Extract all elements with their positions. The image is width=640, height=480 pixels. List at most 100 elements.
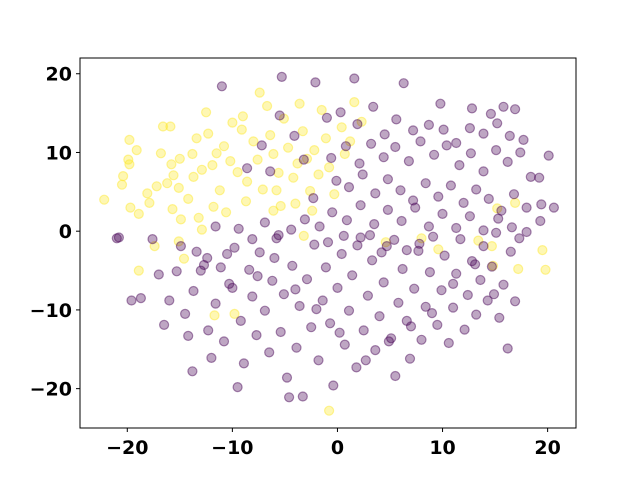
scatter-point: [369, 219, 380, 230]
scatter-point: [166, 159, 177, 170]
scatter-point: [206, 352, 217, 363]
scatter-point: [408, 125, 419, 136]
scatter-point: [297, 126, 308, 137]
scatter-point: [492, 203, 503, 214]
scatter-point: [198, 259, 210, 271]
scatter-point: [313, 169, 324, 180]
scatter-point: [336, 248, 347, 260]
scatter-point: [509, 197, 521, 208]
scatter-point: [201, 107, 212, 118]
scatter-point: [370, 188, 381, 199]
scatter-point: [349, 96, 360, 108]
scatter-point: [131, 145, 142, 156]
scatter-point: [308, 193, 319, 204]
scatter-point: [188, 171, 199, 182]
scatter-point: [229, 308, 240, 319]
scatter-point: [395, 185, 406, 196]
scatter-point: [301, 153, 313, 164]
scatter-point: [408, 195, 419, 206]
scatter-point: [438, 124, 449, 135]
scatter-point: [225, 156, 236, 167]
scatter-point: [429, 149, 440, 160]
scatter-point: [509, 296, 521, 307]
scatter-point: [238, 358, 249, 369]
scatter-point: [338, 230, 349, 241]
scatter-point: [221, 207, 232, 218]
scatter-point: [317, 295, 328, 306]
scatter-point: [435, 98, 446, 109]
x-tick-label: 20: [534, 437, 560, 459]
scatter-point: [321, 112, 332, 123]
scatter-point: [515, 147, 526, 158]
scatter-point: [391, 114, 402, 125]
scatter-point: [492, 118, 503, 129]
scatter-point: [164, 295, 175, 306]
scatter-point: [208, 201, 219, 212]
scatter-point: [464, 211, 475, 222]
scatter-point: [236, 124, 247, 135]
scatter-point: [505, 246, 516, 257]
scatter-point: [265, 166, 276, 177]
scatter-point: [351, 362, 362, 373]
scatter-point: [416, 233, 427, 244]
scatter-point: [256, 140, 267, 151]
scatter-point: [354, 158, 365, 169]
scatter-point: [455, 234, 466, 245]
scatter-point: [420, 178, 431, 189]
scatter-point: [324, 162, 335, 173]
scatter-point: [240, 196, 252, 207]
scatter-point: [254, 87, 265, 98]
scatter-point: [488, 289, 500, 300]
scatter-point: [401, 315, 412, 326]
scatter-point: [284, 392, 295, 403]
scatter-point: [311, 304, 322, 315]
scatter-point: [299, 214, 310, 225]
scatter-point: [276, 71, 287, 83]
scatter-point: [133, 208, 144, 219]
scatter-point: [437, 208, 448, 219]
scatter-point: [187, 148, 198, 160]
scatter-point: [269, 252, 280, 264]
scatter-point: [174, 153, 185, 164]
scatter-point: [297, 391, 308, 402]
scatter-point: [274, 110, 285, 121]
scatter-point: [224, 278, 235, 289]
scatter-point: [426, 308, 438, 319]
scatter-point: [265, 130, 276, 141]
scatter-point: [518, 134, 529, 145]
scatter-point: [379, 129, 390, 140]
scatter-point: [339, 339, 350, 350]
scatter-point: [401, 245, 412, 256]
scatter-point: [207, 160, 218, 171]
plot-background: [80, 58, 576, 428]
scatter-point: [493, 213, 504, 224]
scatter-point: [506, 222, 517, 233]
scatter-point: [155, 148, 166, 159]
scatter-point: [336, 122, 347, 133]
scatter-point: [360, 355, 371, 366]
scatter-point: [496, 205, 507, 216]
scatter-point: [203, 128, 214, 139]
scatter-point: [454, 160, 465, 171]
scatter-point: [471, 184, 482, 195]
scatter-point: [491, 145, 502, 156]
scatter-point: [278, 113, 289, 124]
scatter-point: [294, 98, 305, 109]
scatter-point: [291, 342, 302, 353]
scatter-point: [183, 330, 194, 341]
scatter-point: [203, 325, 214, 336]
scatter-point: [262, 100, 273, 112]
scatter-point: [322, 237, 334, 248]
scatter-point: [254, 247, 265, 258]
scatter-point: [487, 260, 499, 271]
scatter-point: [334, 327, 345, 338]
scatter-point: [420, 301, 431, 312]
scatter-point: [287, 260, 298, 271]
scatter-point: [498, 279, 509, 290]
scatter-point: [397, 263, 408, 275]
scatter-point: [491, 227, 502, 238]
scatter-point: [413, 245, 424, 256]
scatter-point: [451, 222, 462, 234]
scatter-point: [398, 78, 409, 89]
